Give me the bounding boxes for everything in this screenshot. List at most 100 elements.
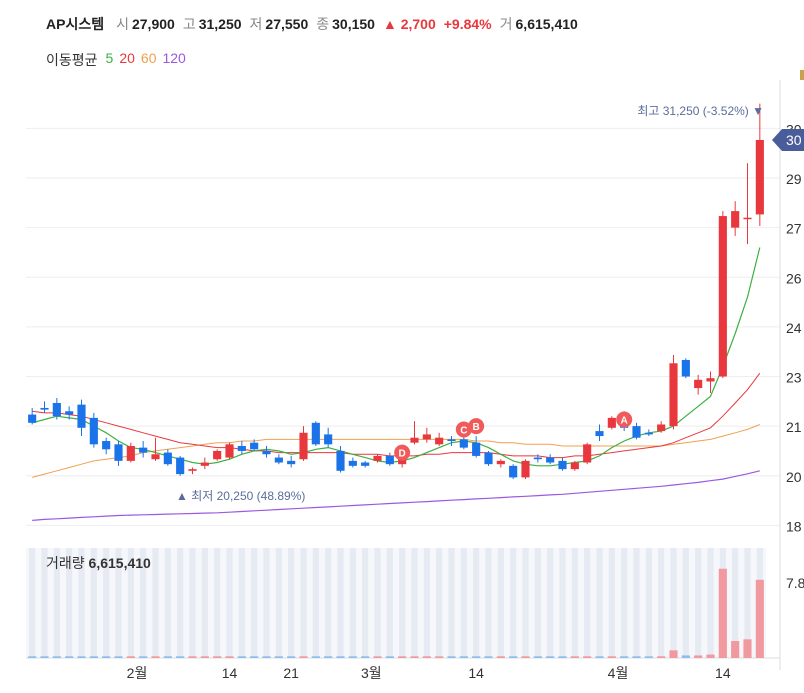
y-tick-label: 18 [786, 518, 802, 534]
volume-bar [558, 656, 567, 658]
candle-body [447, 439, 456, 442]
candle-body [731, 211, 740, 228]
volume-bar [114, 656, 123, 658]
event-marker-label: A [621, 416, 628, 427]
volume-bar [533, 656, 542, 658]
ma-60[interactable]: 60 [140, 50, 157, 66]
ma-120[interactable]: 120 [162, 50, 186, 66]
volume-bar [509, 656, 518, 658]
volume-bar [681, 655, 690, 658]
candle-body [669, 363, 678, 427]
high-annotation: 최고 31,250 (-3.52%) ▼ [637, 104, 764, 118]
candle-body [558, 460, 567, 470]
candle-body [102, 441, 111, 450]
volume-bar [706, 654, 715, 658]
candle-body [546, 457, 555, 463]
volume-axis-label: 7.8 [786, 575, 804, 591]
candle-body [644, 432, 653, 435]
volume-bar [126, 656, 135, 658]
volume-bar [52, 656, 61, 658]
y-tick-label: 26 [786, 270, 802, 286]
volume-title: 거래량 6,615,410 [46, 555, 151, 571]
candle-body [484, 452, 493, 465]
x-tick-label: 3월 [361, 665, 382, 681]
volume-value: 6,615,410 [515, 16, 578, 32]
candle-body [422, 434, 431, 440]
y-tick-label: 21 [786, 419, 802, 435]
ma20-line [32, 372, 761, 459]
volume-bar [669, 650, 678, 658]
volume-bar [731, 641, 740, 658]
candle-body [324, 434, 333, 445]
volume-bar [447, 656, 456, 658]
candle-body [311, 422, 320, 445]
volume-bar [28, 656, 37, 658]
candle-body [435, 437, 444, 445]
candle-body [718, 216, 727, 377]
ma-5[interactable]: 5 [105, 50, 114, 66]
close-value: 30,150 [332, 16, 375, 32]
candle-body [607, 417, 616, 428]
ma-title: 이동평균 [46, 52, 98, 68]
ma-20[interactable]: 20 [119, 50, 135, 66]
x-tick-label: 2월 [127, 665, 148, 681]
candle-body [706, 378, 715, 382]
volume-bar [459, 656, 468, 658]
candle-body [28, 414, 37, 423]
volume-bar [743, 639, 752, 658]
volume-bar [472, 656, 481, 658]
change-percent: +9.84% [443, 16, 492, 32]
close-label: 종 [316, 16, 330, 32]
x-tick-label: 14 [468, 665, 484, 681]
volume-bar [410, 656, 419, 658]
candle-body [274, 457, 283, 463]
candle-body [348, 460, 357, 466]
volume-bar [225, 656, 234, 658]
y-tick-label: 29 [786, 171, 802, 187]
volume-bar [262, 656, 271, 658]
x-tick-label: 4월 [608, 665, 629, 681]
candle-body [176, 457, 185, 475]
candle-body [657, 424, 666, 432]
candle-body [681, 359, 690, 377]
candle-body [200, 462, 209, 466]
current-price-label: 30 [786, 132, 802, 148]
volume-bar [570, 656, 579, 658]
volume-bar [324, 656, 333, 658]
volume-bar [336, 656, 345, 658]
high-label: 고 [182, 16, 196, 32]
volume-bar [595, 656, 604, 658]
volume-bar [311, 656, 320, 658]
low-value: 27,550 [265, 16, 309, 32]
volume-bar [755, 579, 764, 658]
volume-panel-bg [26, 548, 766, 658]
y-tick-label: 20 [786, 469, 802, 485]
change-value: ▲ 2,700 [382, 16, 436, 32]
volume-bar [385, 656, 394, 658]
moving-average-legend[interactable]: 이동평균 5 20 60 120 [46, 50, 186, 70]
candle-body [287, 460, 296, 465]
volume-bar [694, 655, 703, 658]
low-annotation: ▲ 최저 20,250 (48.89%) [176, 489, 305, 503]
open-value: 27,900 [131, 16, 175, 32]
candle-body [373, 455, 382, 461]
candle-body [77, 404, 86, 428]
current-price-tag [772, 128, 804, 151]
y-tick-label: 27 [786, 221, 802, 237]
candle-body [694, 379, 703, 389]
candle-body [237, 445, 246, 451]
event-marker [616, 411, 633, 428]
volume-bar [718, 568, 727, 658]
candle-body [743, 217, 752, 220]
candle-body [472, 442, 481, 456]
event-marker-label: B [473, 422, 480, 433]
candle-body [52, 402, 61, 417]
volume-bar [398, 656, 407, 658]
low-label: 저 [249, 16, 263, 32]
y-tick-label: 23 [786, 370, 802, 386]
volume-bar [250, 656, 259, 658]
volume-bar [521, 656, 530, 658]
candle-body [225, 444, 234, 458]
volume-bar [213, 656, 222, 658]
